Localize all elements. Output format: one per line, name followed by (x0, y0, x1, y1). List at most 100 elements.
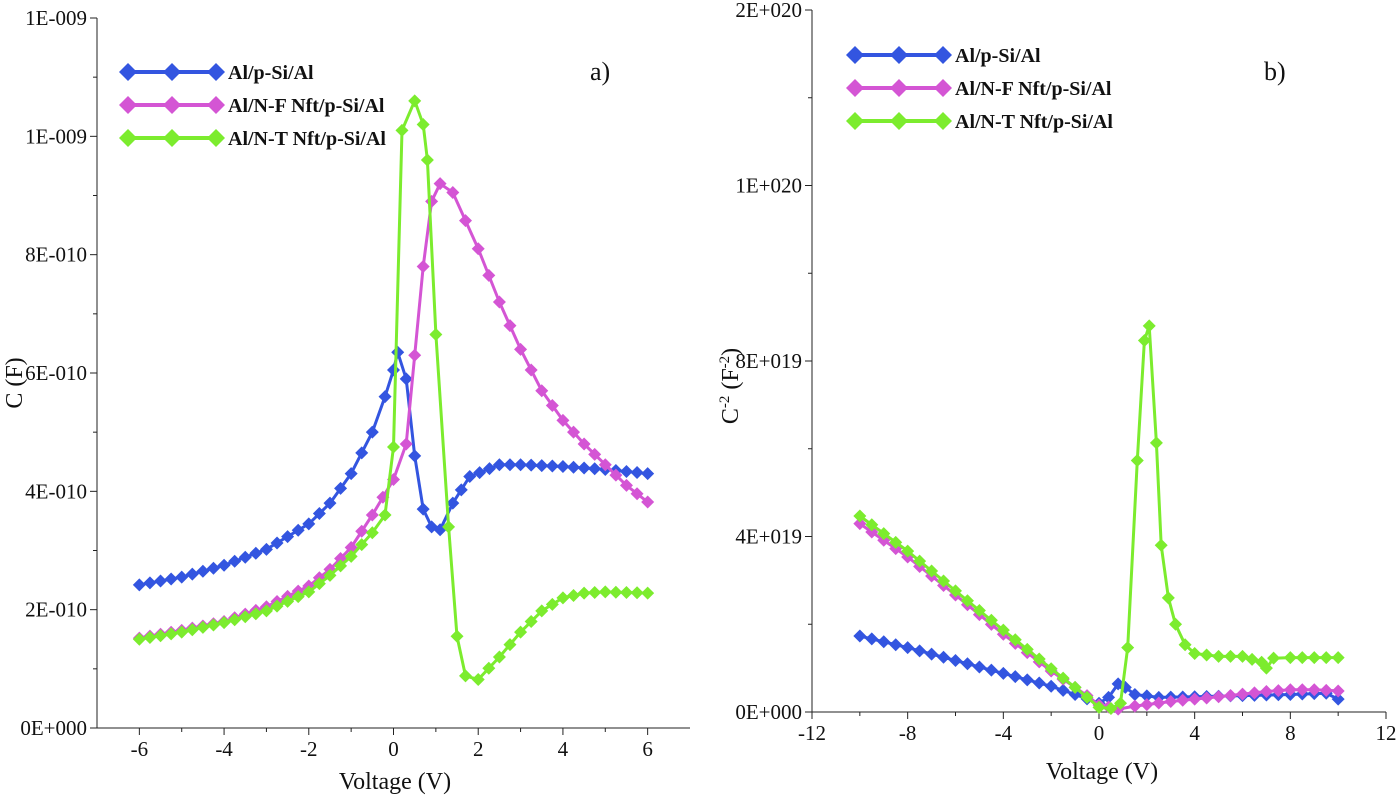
panel-a-data-point (433, 177, 447, 191)
panel-a-data-point (185, 567, 199, 581)
panel-a-data-point (514, 625, 528, 639)
panel-b-data-point (1032, 652, 1046, 666)
panel-b-ytick-label: 2E+020 (735, 0, 802, 22)
panel-a-data-point (132, 578, 146, 592)
panel-b-data-point (1140, 689, 1154, 703)
panel-b-xtick-label: 12 (1376, 721, 1397, 745)
panel-b-data-point (1331, 651, 1345, 665)
panel-b-data-point (1259, 661, 1273, 675)
panel-a-data-point (425, 194, 439, 208)
panel-b-data-point (1044, 662, 1058, 676)
panel-a-data-point (323, 496, 337, 510)
panel-a-data-point (196, 564, 210, 578)
panel-b-data-point (1271, 684, 1285, 698)
panel-a-data-point (334, 559, 348, 573)
panel-a-data-point (545, 597, 559, 611)
panel-a-data-point (454, 483, 468, 497)
panel-a-data-point (619, 465, 633, 479)
panel-b-ylabel-base-exp: -2 (717, 396, 733, 409)
panel-b-ylabel-unit-exp: -2 (717, 356, 733, 369)
panel-a-data-point (556, 459, 570, 473)
panel-b-data-point (1130, 453, 1144, 467)
panel-b-data-point (1200, 648, 1214, 662)
panel-a-data-point (556, 413, 570, 427)
panel-b-ylabel-base: C (718, 408, 744, 424)
panel-a-data-point (249, 607, 263, 621)
panel-a-data-point (302, 585, 316, 599)
panel-a-data-point (399, 372, 413, 386)
panel-a-legend-marker (207, 63, 225, 81)
panel-a-label: a) (590, 57, 610, 86)
panel-b-data-point (1128, 687, 1142, 701)
panel-a-data-point (598, 458, 612, 472)
panel-a-data-point (365, 526, 379, 540)
panel-a-data-point (334, 481, 348, 495)
panel-b-label: b) (1264, 57, 1286, 86)
panel-a-data-point (446, 186, 460, 200)
panel-b-legend-marker (890, 46, 908, 64)
panel-a-data-point (416, 502, 430, 516)
panel-b-data-point (1188, 647, 1202, 660)
panel-a-data-point (344, 467, 358, 481)
panel-a-data-point (164, 572, 178, 586)
panel-b-data-point (1259, 685, 1273, 699)
panel-a-data-point (228, 554, 242, 568)
panel-a-data-point (524, 363, 538, 377)
panel-a-data-point (598, 585, 612, 599)
panel-b-xtick-label: -4 (995, 721, 1013, 745)
panel-b-xlabel: Voltage (V) (1046, 759, 1158, 785)
panel-a-data-point (312, 577, 326, 591)
panel-a-data-point (302, 517, 316, 531)
panel-a-data-point (588, 586, 602, 600)
panel-b-data-point (1164, 694, 1178, 708)
panel-a-data-point (259, 604, 273, 618)
panel-a-data-point (641, 467, 655, 481)
panel-a-data-point (630, 466, 644, 480)
panel-a-data-point (588, 447, 602, 461)
panel-a-data-point (281, 594, 295, 608)
panel-b-data-point (1319, 683, 1333, 697)
panel-b-data-point (1056, 683, 1070, 697)
panel-b-series (853, 319, 1345, 716)
panel-a-legend-marker (163, 63, 181, 81)
panel-b-data-point (877, 527, 891, 541)
panel-b-data-point (865, 632, 879, 646)
panel-b-data-point (1142, 319, 1156, 333)
panel-b-legend-marker (934, 79, 952, 97)
panel-b-data-point (1056, 671, 1070, 685)
panel-b-data-point (1121, 641, 1135, 655)
panel-b-data-point (1319, 651, 1333, 665)
panel-b-data-point (1020, 642, 1034, 656)
panel-a-data-point (609, 585, 623, 599)
panel-a-data-point (567, 588, 581, 602)
panel-a-data-point (399, 437, 413, 451)
panel-a-data-point (154, 574, 168, 588)
panel-a-xtick-label: -6 (131, 737, 149, 761)
panel-a-data-point (395, 123, 409, 137)
panel-b-data-point (972, 660, 986, 674)
panel-a-data-point (291, 590, 305, 604)
panel-a-data-point (473, 466, 487, 480)
panel-a-data-point (355, 524, 369, 538)
panel-a-legend-marker (207, 129, 225, 147)
panel-a-axes: -6 -4 -2 0 2 4 6 0E+000 2E-010 4E-010 6E-010 8E-010… (20, 6, 690, 761)
panel-a-data-point (492, 650, 506, 664)
panel-a-data-point (408, 348, 422, 362)
panel-a-data-point (446, 496, 460, 510)
panel-a-xtick-label: 0 (388, 737, 399, 761)
panel-a-data-point (391, 345, 405, 359)
panel-a-legend: Al/p-Si/Al Al/N-F Nft/p-Si/Al Al/N-T Nft/p… (119, 62, 386, 150)
panel-b-data-point (1161, 591, 1175, 605)
panel-a-xtick-label: 4 (558, 737, 569, 761)
panel-b-data-point (1295, 651, 1309, 665)
panel-b-data-point (1331, 692, 1345, 706)
panel-a-data-point (365, 508, 379, 522)
panel-b-legend-marker (890, 112, 908, 130)
panel-b-ytick-label: 4E+019 (735, 525, 802, 549)
panel-a-data-point (503, 319, 517, 333)
panel-b-data-point (996, 666, 1010, 680)
panel-a-data-point (463, 470, 477, 484)
panel-b-data-point (1212, 649, 1226, 663)
panel-a-legend-label-1: Al/N-F Nft/p-Si/Al (228, 95, 385, 117)
panel-a-data-point (143, 630, 157, 644)
